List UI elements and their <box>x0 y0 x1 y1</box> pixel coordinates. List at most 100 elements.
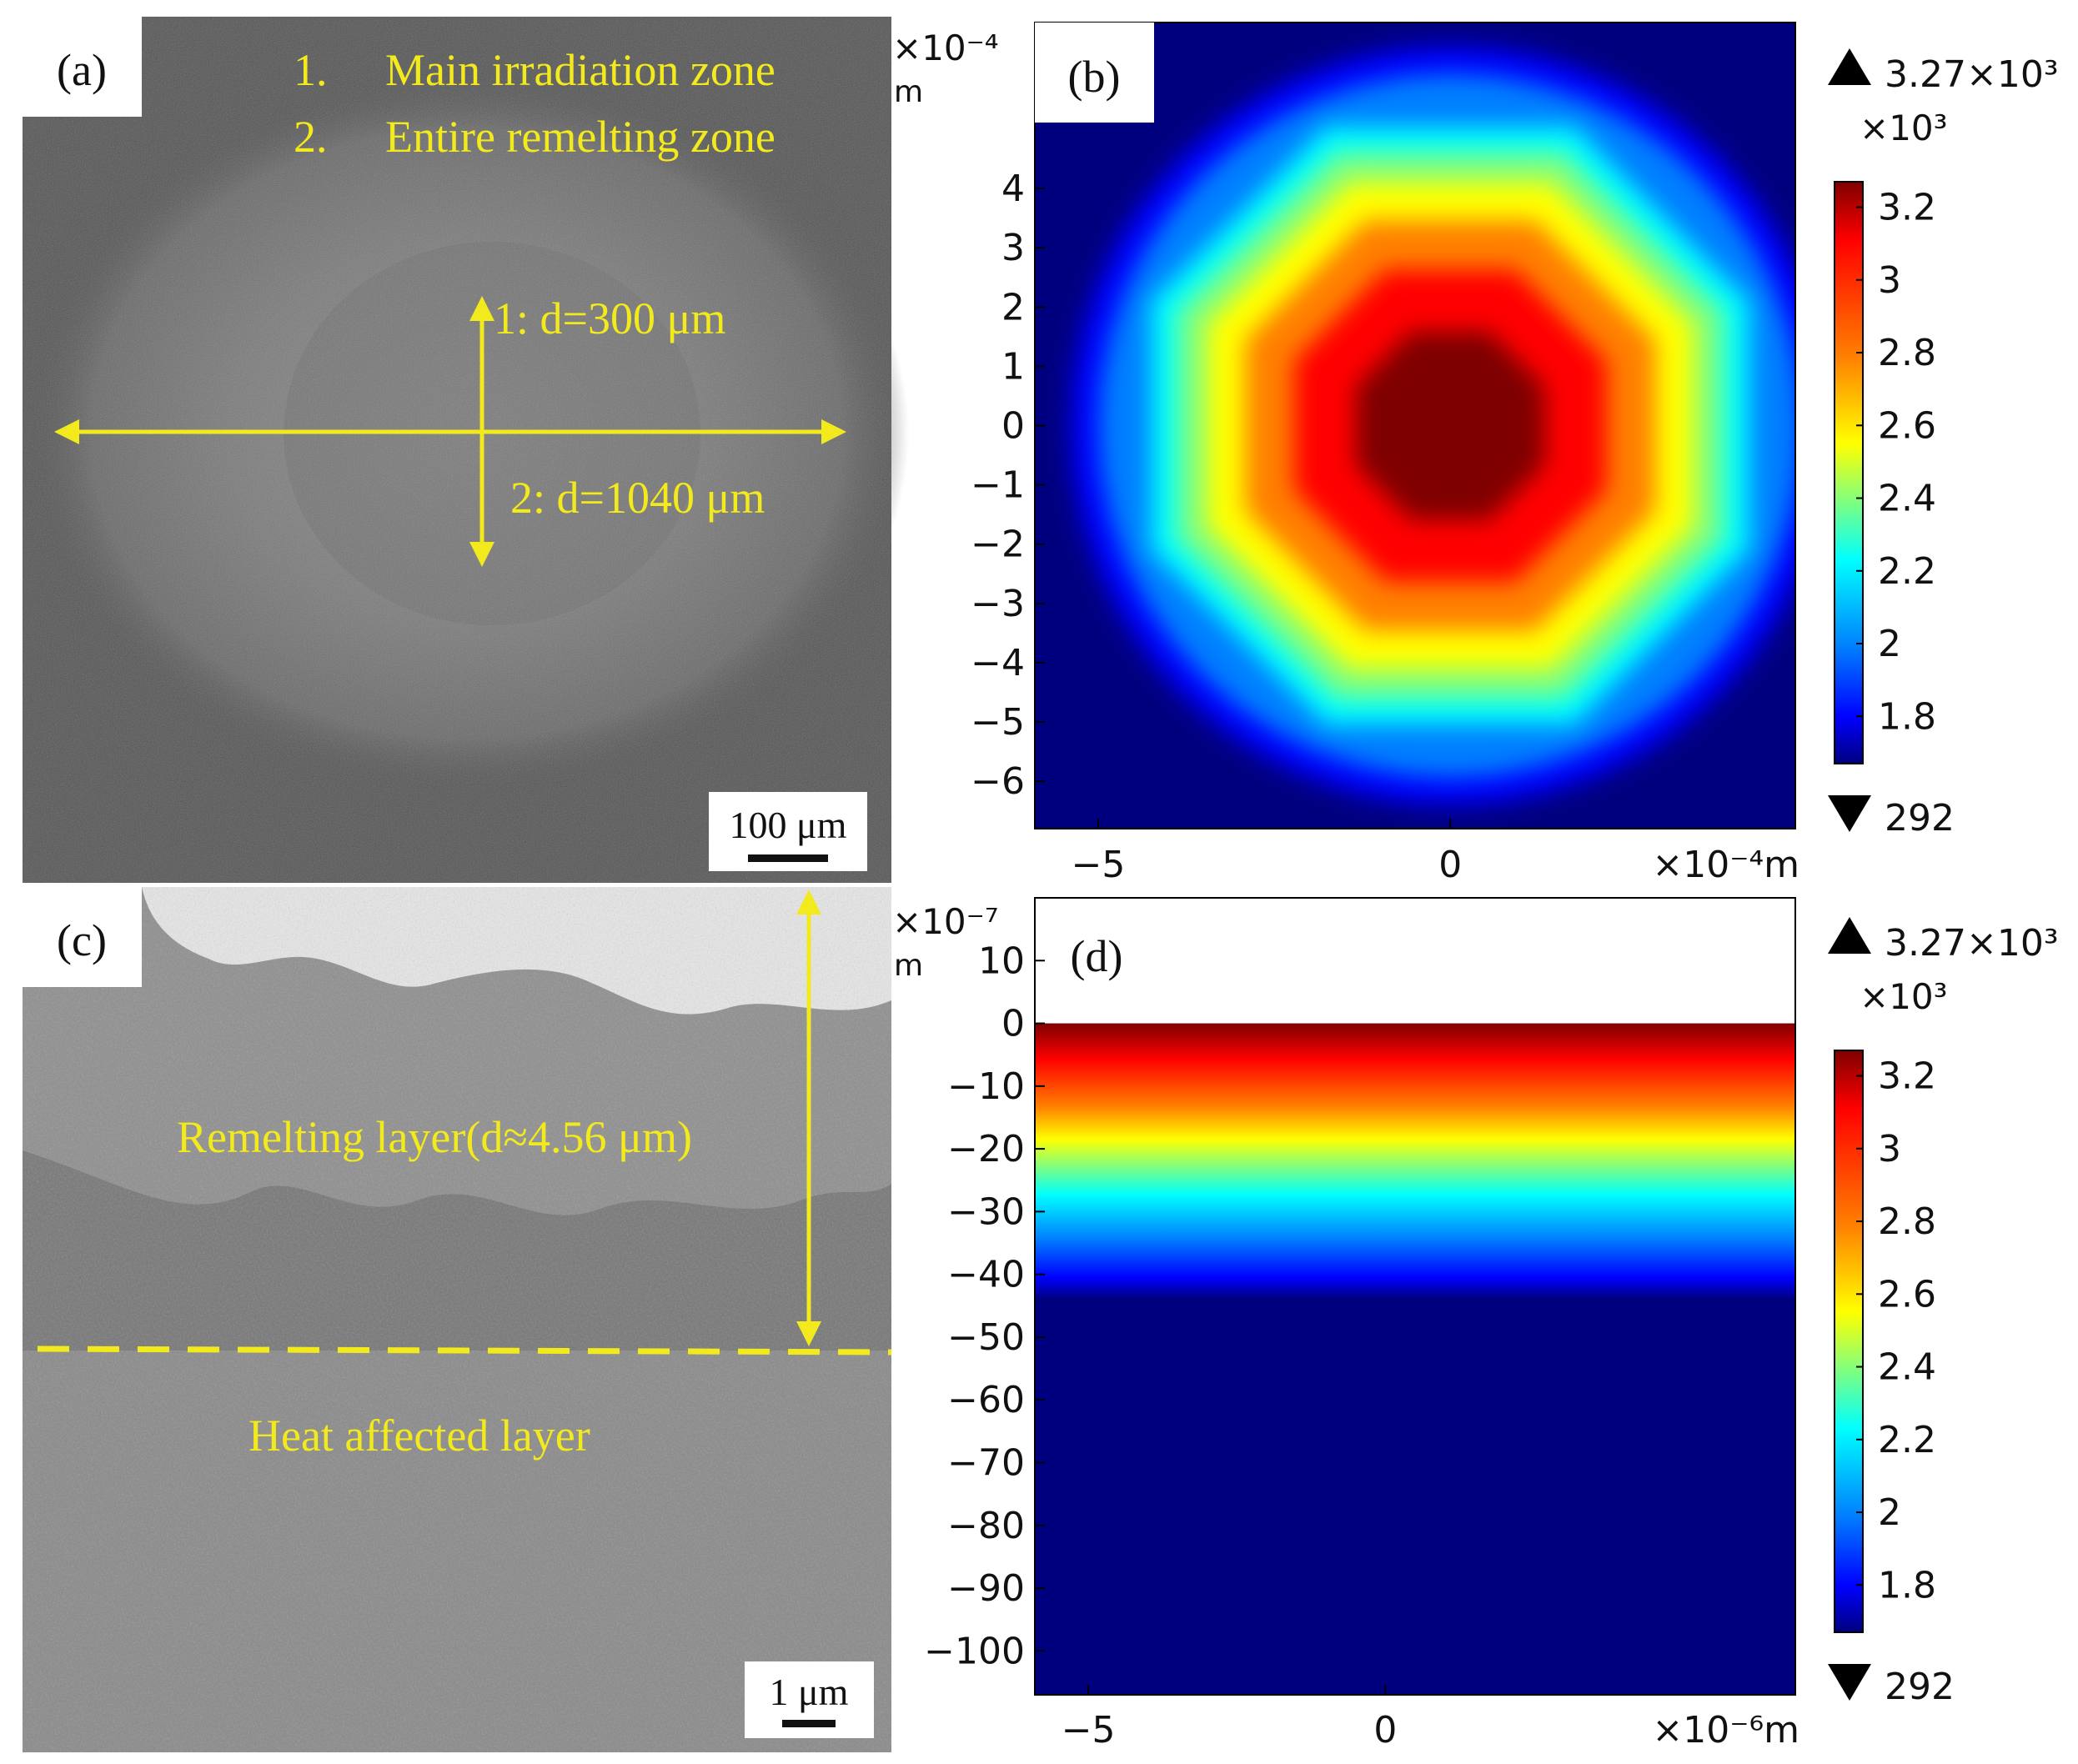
colorbar-tick-label: 2.2 <box>1878 550 1936 593</box>
y-tick-label: −4 <box>971 642 1025 684</box>
colorbar-tick-label: 2.6 <box>1878 404 1936 447</box>
y-tick-label: −3 <box>971 583 1025 625</box>
panel-d: (d) 10 0 −10 −20 −30 −40 −50 −60 −70 −80 −90 −100 −… <box>892 897 2058 1751</box>
colorbar-tick-label: 2.2 <box>1878 1419 1936 1461</box>
colorbar-tick-label: 2.4 <box>1878 478 1936 520</box>
x-axis-b: −5 0 <box>1072 819 1462 886</box>
y-tick-label: −90 <box>947 1567 1025 1610</box>
y-tick-label: −6 <box>971 760 1025 803</box>
y-exponent-b: ×10⁻⁴ <box>892 28 999 68</box>
colorbar-gradient <box>1834 1050 1864 1633</box>
colorbar-multiplier: ×10³ <box>1860 976 1947 1017</box>
y-tick-label: 3 <box>1001 227 1025 269</box>
colorbar-tick-label: 2.8 <box>1878 332 1936 374</box>
scale-bar-label-c: 1 μm <box>770 1671 849 1713</box>
panel-a-label: (a) <box>57 45 107 95</box>
colorbar-min-label: 292 <box>1885 797 1955 839</box>
heatmap-d-gradient <box>1035 1023 1795 1300</box>
y-tick-label: −80 <box>947 1505 1025 1547</box>
colorbar-gradient <box>1834 181 1864 764</box>
panel-a-label-box <box>23 17 142 117</box>
remelting-layer-label: Remelting layer(d≈4.56 μm) <box>177 1112 692 1162</box>
scale-bar-a <box>748 854 828 862</box>
y-tick-label: −30 <box>947 1190 1025 1233</box>
min-triangle-icon <box>1828 1664 1871 1701</box>
colorbar-tick-label: 2.6 <box>1878 1273 1936 1315</box>
max-triangle-icon <box>1828 48 1871 85</box>
colorbar-tick-label: 3 <box>1878 259 1901 302</box>
remelt-depth-arrow <box>796 890 821 1346</box>
min-triangle-icon <box>1828 795 1871 832</box>
y-tick-label: −50 <box>947 1316 1025 1359</box>
y-tick-label: 10 <box>978 940 1025 982</box>
colorbar-max-label: 3.27×10³ <box>1885 53 2058 96</box>
y-tick-label: −10 <box>947 1065 1025 1108</box>
y-tick-label: −40 <box>947 1254 1025 1296</box>
max-triangle-icon <box>1828 917 1871 954</box>
annotation-d300: 1: d=300 μm <box>494 293 725 343</box>
scale-bar-label-a: 100 μm <box>730 804 847 846</box>
panel-a-texture <box>23 17 891 883</box>
colorbar-tick-label: 1.8 <box>1878 1564 1936 1606</box>
legend-number-2: 2. <box>294 112 328 162</box>
panel-b: (b) 4 3 2 1 0 −1 −2 −3 −4 −5 −6 −5 0 ×10⁻⁴ m ×10⁻⁴m… <box>892 22 2058 886</box>
y-exponent-d: ×10⁻⁷ <box>892 901 999 942</box>
heat-affected-layer-label: Heat affected layer <box>248 1411 590 1461</box>
y-tick-label: −20 <box>947 1128 1025 1170</box>
x-tick-label: −5 <box>1062 1709 1116 1751</box>
colorbar-tick-label: 2.4 <box>1878 1346 1936 1389</box>
colorbar-tick-label: 3.2 <box>1878 1055 1936 1098</box>
y-tick-label: 0 <box>1001 1003 1025 1045</box>
remelt-boundary-line <box>37 1346 892 1356</box>
x-tick-label: 0 <box>1373 1709 1397 1751</box>
colorbar-max-label: 3.27×10³ <box>1885 922 2058 965</box>
y-unit-d: m <box>894 949 923 983</box>
panel-c-label: (c) <box>57 915 107 965</box>
y-tick-label: −70 <box>947 1441 1025 1484</box>
y-tick-label: −100 <box>924 1630 1025 1672</box>
panel-b-label-box <box>1035 23 1154 123</box>
colorbar-tick-label: 2 <box>1878 1491 1901 1534</box>
colorbar-d: 3.27×10³ ×10³ 3.2 3 2.8 2.6 2.4 2.2 2 1.8 292 <box>1828 917 2058 1708</box>
panel-c-texture <box>23 887 891 1752</box>
y-tick-label: 4 <box>1001 168 1025 210</box>
y-tick-label: −5 <box>971 701 1025 744</box>
heatmap-b-bands <box>1045 23 1795 829</box>
panel-c: (c) Remelting layer(d≈4.56 μm) Heat affe… <box>23 887 892 1752</box>
y-tick-label: 0 <box>1001 405 1025 448</box>
panel-c-label-box <box>23 887 142 987</box>
x-unit-d: ×10⁻⁶m <box>1652 1709 1799 1751</box>
x-tick-label: 0 <box>1438 844 1462 886</box>
colorbar-min-label: 292 <box>1885 1666 1955 1708</box>
y-tick-label: −60 <box>947 1379 1025 1421</box>
colorbar-tick-label: 2 <box>1878 623 1901 665</box>
panel-d-label: (d) <box>1071 931 1123 981</box>
heatmap-d-frame <box>1034 897 1796 1696</box>
colorbar-tick-label: 2.8 <box>1878 1200 1936 1243</box>
x-tick-label: −5 <box>1072 844 1126 886</box>
legend-number-1: 1. <box>294 45 328 95</box>
heatmap-d-cold-region <box>1035 1298 1795 1695</box>
diameter-arrows <box>54 296 846 567</box>
temperature-contour-band <box>1356 331 1545 520</box>
y-axis-b: 4 3 2 1 0 −1 −2 −3 −4 −5 −6 <box>971 168 1045 803</box>
y-axis-d: 10 0 −10 −20 −30 −40 −50 −60 −70 −80 −90 −100 <box>924 940 1045 1672</box>
y-tick-label: 2 <box>1001 286 1025 328</box>
x-axis-d: −5 0 <box>1062 1685 1397 1751</box>
annotation-d1040: 2: d=1040 μm <box>510 473 765 523</box>
legend-text-2: Entire remelting zone <box>385 112 775 162</box>
legend-text-1: Main irradiation zone <box>385 45 775 95</box>
panel-a: (a) 1. Main irradiation zone 2. Entire r… <box>23 17 909 883</box>
y-unit-b: m <box>894 75 923 109</box>
colorbar-tick-label: 1.8 <box>1878 695 1936 738</box>
y-tick-label: −1 <box>971 464 1025 507</box>
colorbar-b: 3.27×10³ ×10³ 3.2 3 2.8 2.6 2.4 2.2 2 1.8 292 <box>1828 48 2058 839</box>
colorbar-tick-label: 3.2 <box>1878 187 1936 229</box>
y-tick-label: 1 <box>1001 345 1025 388</box>
colorbar-multiplier: ×10³ <box>1860 108 1947 148</box>
panel-b-label: (b) <box>1068 52 1121 102</box>
x-unit-b: ×10⁻⁴m <box>1652 844 1799 886</box>
y-tick-label: −2 <box>971 524 1025 566</box>
colorbar-tick-label: 3 <box>1878 1128 1901 1170</box>
